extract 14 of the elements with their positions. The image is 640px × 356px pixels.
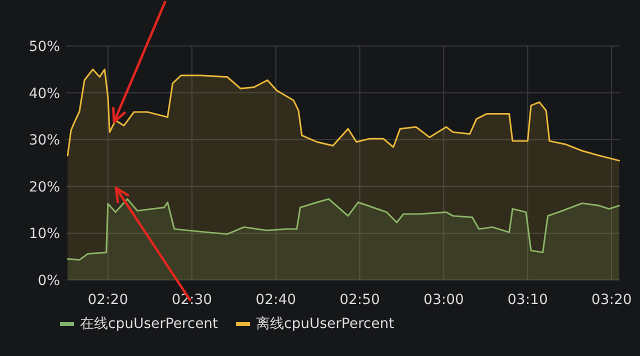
y-tick-label: 50% (28, 39, 60, 55)
y-tick-label: 20% (28, 179, 60, 196)
legend-label: 离线cpuUserPercent (256, 316, 395, 332)
y-tick-label: 0% (38, 273, 60, 289)
x-tick-label: 02:40 (256, 292, 296, 308)
x-tick-label: 03:20 (591, 292, 632, 308)
x-tick-label: 02:50 (340, 292, 380, 308)
x-tick-label: 03:00 (424, 292, 464, 308)
y-tick-label: 40% (28, 86, 60, 102)
x-tick-label: 03:10 (508, 292, 548, 308)
legend-label: 在线cpuUserPercent (80, 316, 219, 332)
y-tick-label: 10% (28, 226, 60, 242)
y-tick-label: 30% (28, 132, 60, 149)
x-tick-label: 02:20 (88, 292, 128, 308)
